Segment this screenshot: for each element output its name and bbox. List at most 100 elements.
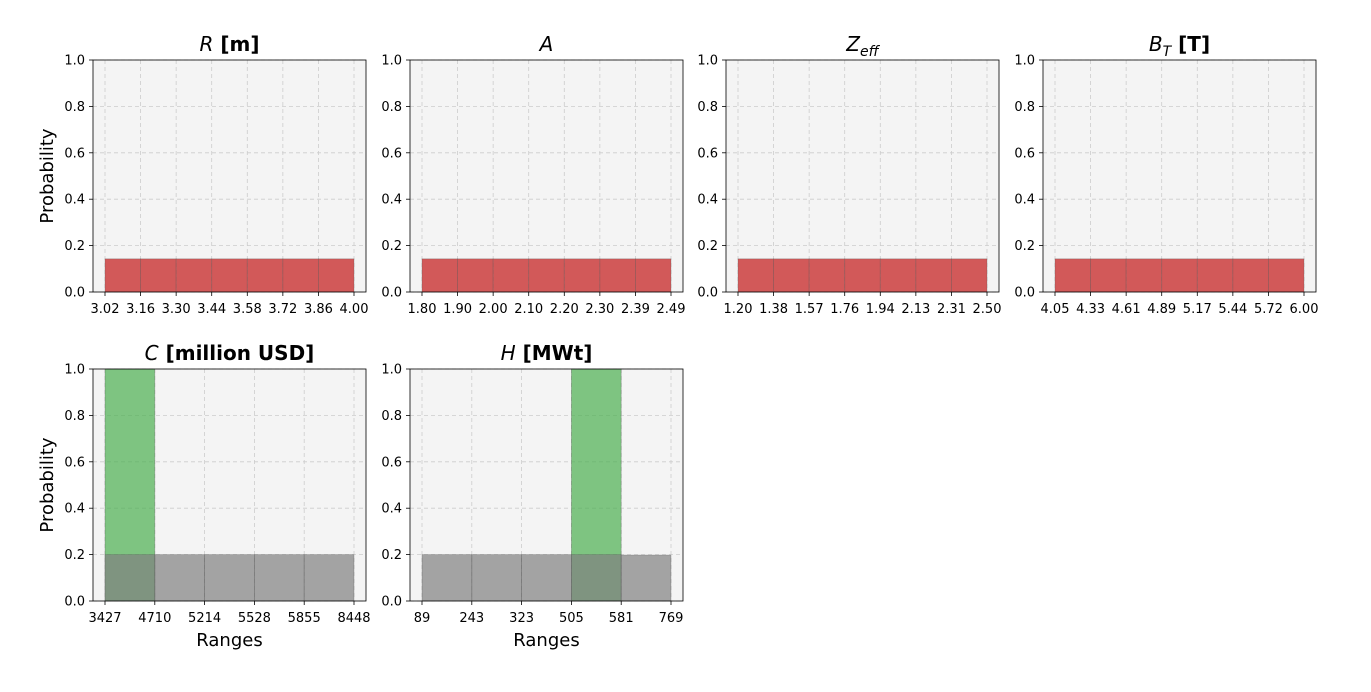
x-tick-label: 1.57: [795, 302, 824, 317]
x-tick-label: 4.89: [1147, 302, 1176, 317]
y-tick-label: 0.6: [697, 146, 718, 161]
x-tick-label: 5855: [288, 611, 321, 626]
x-tick-label: 1.80: [408, 302, 437, 317]
axes-frame: [92, 368, 367, 602]
x-tick-label: 4710: [138, 611, 171, 626]
y-tick-label: 0.0: [1014, 286, 1035, 301]
y-tick-label: 0.6: [381, 455, 402, 470]
y-tick-label: 1.0: [1014, 54, 1035, 69]
x-tick-label: 8448: [337, 611, 370, 626]
bar: [563, 258, 601, 293]
subplot-1: 0.0 0.2 0.4 0.6 0.8 1.0 3.02 3.16 3.30 3.44 3.58 3.…: [37, 32, 368, 317]
y-axis-label: Probability: [37, 437, 58, 532]
y-tick-label: 0.0: [381, 595, 402, 610]
bar: [773, 258, 810, 293]
y-tick-label: 0.2: [64, 239, 85, 254]
subplot-3: 0.0 0.2 0.4 0.6 0.8 1.0 1.20 1.38 1.57 1.76 1.94 2.…: [697, 32, 1001, 317]
plot-area: [410, 60, 683, 292]
plot-area: [1043, 60, 1316, 292]
title-suffix: [m]: [213, 32, 259, 56]
x-tick-label: 89: [414, 611, 431, 626]
title-symbol: B: [1149, 32, 1163, 56]
x-tick-label: 2.00: [479, 302, 508, 317]
y-tick-label: 0.4: [381, 502, 402, 517]
x-tick-label: 3.16: [126, 302, 155, 317]
bar: [1232, 258, 1269, 293]
x-tick-label: 2.20: [550, 302, 579, 317]
subplot-6: 0.0 0.2 0.4 0.6 0.8 1.0 89 243 323 505 581 769 H [MW…: [381, 341, 683, 651]
y-tick-label: 0.0: [697, 286, 718, 301]
y-tick-label: 0.6: [64, 146, 85, 161]
x-tick-label: 323: [509, 611, 534, 626]
bar: [521, 554, 572, 602]
subplot-title: R [m]: [200, 32, 260, 56]
bar: [951, 258, 988, 293]
x-tick-label: 1.90: [443, 302, 472, 317]
bar: [471, 554, 522, 602]
x-tick-label: 3427: [88, 611, 121, 626]
x-tick-label: 5214: [188, 611, 221, 626]
title-symbol: H: [501, 341, 516, 365]
x-tick-label: 2.49: [657, 302, 686, 317]
x-tick-label: 3.02: [91, 302, 120, 317]
x-tick-label: 4.05: [1041, 302, 1070, 317]
x-tick-label: 3.58: [233, 302, 262, 317]
bar: [282, 258, 319, 293]
x-tick-label: 6.00: [1290, 302, 1319, 317]
y-axis-label: Probability: [37, 128, 58, 223]
y-tick-label: 0.6: [1014, 146, 1035, 161]
y-tick-label: 0.8: [381, 100, 402, 115]
x-tick-label: 3.72: [268, 302, 297, 317]
subplot-title: H [MWt]: [501, 341, 593, 365]
y-tick-label: 0.4: [697, 193, 718, 208]
bar: [528, 258, 565, 293]
bar: [246, 258, 284, 293]
y-tick-label: 1.0: [381, 54, 402, 69]
title-suffix: [million USD]: [159, 341, 315, 365]
y-tick-label: 0.2: [381, 239, 402, 254]
title-symbol: Z: [845, 32, 861, 56]
x-tick-label: 2.50: [973, 302, 1002, 317]
x-tick-label: 2.10: [514, 302, 543, 317]
bar: [635, 258, 672, 293]
y-tick-label: 1.0: [697, 54, 718, 69]
y-tick-label: 0.8: [64, 100, 85, 115]
axes-frame: [1042, 59, 1317, 293]
axes-frame: [409, 59, 684, 293]
bar: [457, 258, 494, 293]
bar: [175, 258, 213, 293]
title-symbol: C: [145, 341, 159, 365]
y-tick-label: 0.2: [64, 548, 85, 563]
x-tick-label: 3.30: [162, 302, 191, 317]
bar: [104, 258, 141, 293]
axes-frame: [725, 59, 1000, 293]
x-axis-label: Ranges: [196, 630, 262, 651]
subplot-title: Zeff: [845, 32, 880, 60]
axes-frame: [409, 368, 684, 602]
bar: [421, 554, 473, 602]
title-subscript: eff: [860, 44, 881, 60]
y-tick-label: 0.4: [64, 193, 85, 208]
bar: [808, 258, 846, 293]
bar: [915, 258, 952, 293]
x-tick-label: 4.33: [1076, 302, 1105, 317]
title-symbol: A: [538, 32, 554, 56]
y-tick-label: 0.8: [381, 409, 402, 424]
bar: [620, 554, 672, 602]
y-tick-label: 0.2: [697, 239, 718, 254]
x-tick-label: 5.17: [1183, 302, 1212, 317]
x-tick-label: 1.94: [866, 302, 895, 317]
bar: [492, 258, 530, 293]
x-tick-label: 1.76: [830, 302, 859, 317]
subplot-title: C [million USD]: [145, 341, 315, 365]
bar: [1161, 258, 1198, 293]
y-tick-label: 1.0: [64, 363, 85, 378]
x-tick-label: 5528: [238, 611, 271, 626]
bar: [154, 554, 206, 602]
bar: [140, 258, 177, 293]
bar: [211, 258, 248, 293]
bar: [1090, 258, 1127, 293]
title-subscript: T: [1163, 44, 1173, 60]
bar: [303, 554, 355, 602]
